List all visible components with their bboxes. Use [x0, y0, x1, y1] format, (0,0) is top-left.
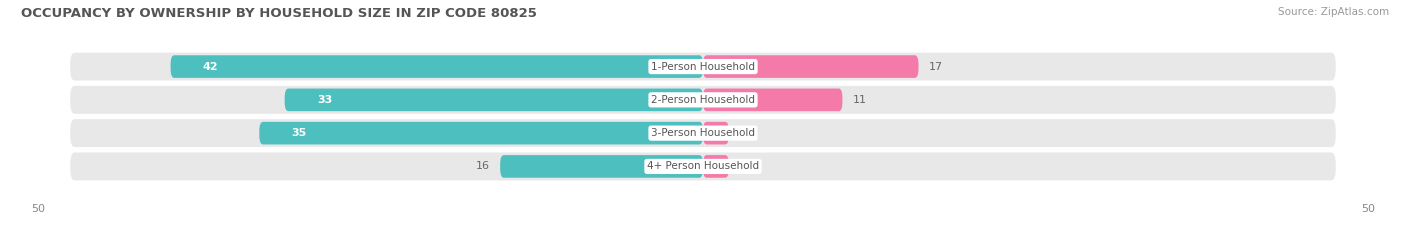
- Text: 11: 11: [853, 95, 866, 105]
- Text: 4+ Person Household: 4+ Person Household: [647, 161, 759, 171]
- Text: 42: 42: [202, 62, 218, 72]
- Text: Source: ZipAtlas.com: Source: ZipAtlas.com: [1278, 7, 1389, 17]
- Text: 1-Person Household: 1-Person Household: [651, 62, 755, 72]
- FancyBboxPatch shape: [703, 55, 918, 78]
- Text: 0: 0: [740, 128, 747, 138]
- Text: 2: 2: [740, 161, 747, 171]
- FancyBboxPatch shape: [69, 151, 1337, 182]
- Text: 33: 33: [316, 95, 332, 105]
- Text: 35: 35: [291, 128, 307, 138]
- FancyBboxPatch shape: [703, 122, 728, 144]
- FancyBboxPatch shape: [703, 89, 842, 111]
- Text: 16: 16: [475, 161, 489, 171]
- Text: 50: 50: [31, 204, 45, 214]
- Text: 17: 17: [929, 62, 943, 72]
- FancyBboxPatch shape: [69, 85, 1337, 115]
- FancyBboxPatch shape: [284, 89, 703, 111]
- Text: 3-Person Household: 3-Person Household: [651, 128, 755, 138]
- FancyBboxPatch shape: [69, 51, 1337, 82]
- FancyBboxPatch shape: [170, 55, 703, 78]
- Text: 2-Person Household: 2-Person Household: [651, 95, 755, 105]
- FancyBboxPatch shape: [259, 122, 703, 144]
- Text: OCCUPANCY BY OWNERSHIP BY HOUSEHOLD SIZE IN ZIP CODE 80825: OCCUPANCY BY OWNERSHIP BY HOUSEHOLD SIZE…: [21, 7, 537, 20]
- Text: 50: 50: [1361, 204, 1375, 214]
- FancyBboxPatch shape: [703, 155, 728, 178]
- FancyBboxPatch shape: [501, 155, 703, 178]
- FancyBboxPatch shape: [69, 118, 1337, 148]
